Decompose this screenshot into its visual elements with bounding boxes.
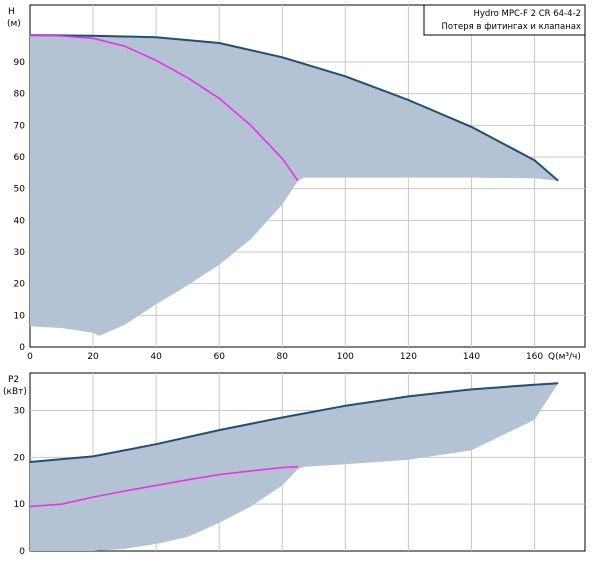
head-y-tick-labels: 0 10 20 30 40 50 60 70 80 90 (14, 58, 26, 353)
head-y-tick-label: 60 (14, 153, 26, 163)
head-axis-label: H (8, 7, 15, 17)
head-x-tick-label: 60 (213, 352, 225, 362)
head-y-tick-label: 70 (14, 121, 26, 131)
head-y-tick-label: 90 (14, 58, 26, 68)
head-y-tick-label: 0 (19, 343, 25, 353)
flow-axis-label: Q(м³/ч) (548, 352, 581, 362)
head-x-tick-label: 100 (337, 352, 354, 362)
head-axis-unit: (м) (7, 19, 21, 29)
power-axis-label: P2 (8, 375, 19, 385)
head-x-tick-labels: 0 20 40 60 80 100 120 140 160 (27, 352, 543, 362)
legend-line-1: Hydro MPC-F 2 CR 64-4-2 (474, 9, 582, 19)
head-x-tick-label: 120 (400, 352, 417, 362)
head-y-tick-label: 80 (14, 90, 26, 100)
head-operating-area-fill (30, 35, 559, 336)
head-x-tick-label: 40 (150, 352, 162, 362)
head-fittings-loss-curve (29, 34, 299, 182)
power-y-tick-label: 10 (14, 500, 26, 510)
head-x-tick-label: 140 (463, 352, 480, 362)
head-x-tick-label: 160 (526, 352, 543, 362)
power-y-tick-labels: 0 10 20 30 (14, 406, 26, 557)
power-fittings-loss-curve (29, 465, 299, 508)
head-chart-panel: 0 20 40 60 80 100 120 140 160 0 10 20 30 40 50 60 70 80 9… (7, 4, 586, 362)
power-pump-curve (29, 382, 559, 463)
legend-line-2: Потеря в фитингах и клапанах (442, 22, 582, 32)
head-pump-curve (29, 34, 559, 182)
head-y-tick-label: 20 (14, 280, 26, 290)
head-y-tick-label: 30 (14, 248, 26, 258)
head-y-tick-label: 40 (14, 216, 26, 226)
power-y-tick-label: 0 (19, 547, 25, 557)
power-axis-unit: (кВт) (3, 387, 27, 397)
head-x-tick-label: 0 (27, 352, 33, 362)
head-y-tick-label: 10 (14, 311, 26, 321)
head-x-tick-label: 20 (87, 352, 99, 362)
legend: Hydro MPC-F 2 CR 64-4-2 Потеря в фитинга… (423, 4, 586, 36)
head-y-tick-label: 50 (14, 185, 26, 195)
legend-box (423, 4, 586, 36)
head-x-tick-label: 80 (277, 352, 289, 362)
head-operating-area (30, 35, 559, 336)
power-y-tick-label: 30 (14, 406, 26, 416)
power-curves (29, 382, 559, 508)
power-chart-panel: 0 10 20 30 P2 (кВт) (3, 372, 586, 557)
power-y-tick-label: 20 (14, 453, 26, 463)
head-curves (29, 34, 559, 182)
